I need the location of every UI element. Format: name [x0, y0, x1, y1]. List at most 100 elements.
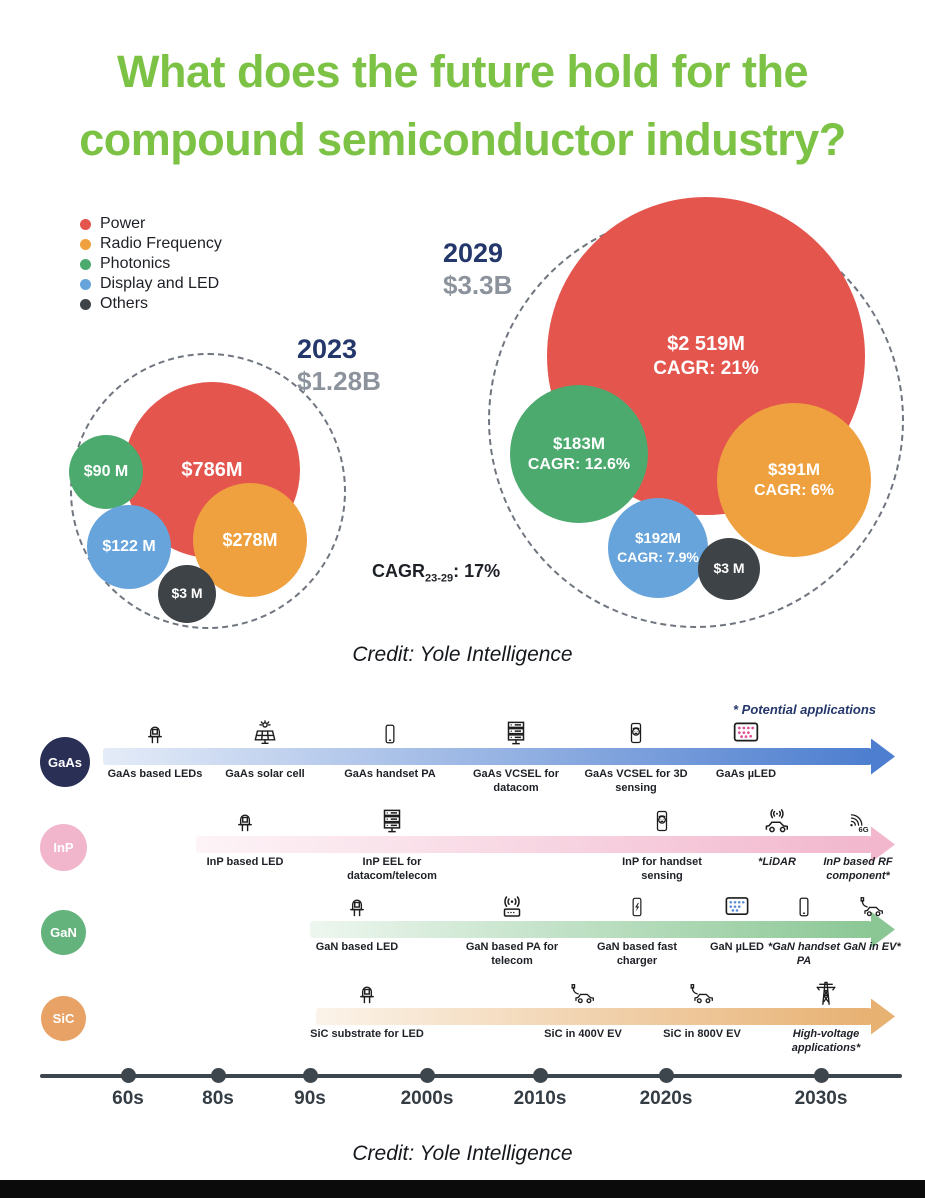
milestone-gan-based-fast-charger: GaN based fast charger	[579, 885, 695, 969]
timeline-arrow-gan	[310, 921, 872, 938]
axis-label-2030s: 2030s	[794, 1088, 848, 1109]
server-rack-icon	[377, 800, 407, 836]
milestone-gan-handset-pa: *GaN handset PA	[764, 885, 844, 969]
axis-label-2000s: 2000s	[400, 1088, 454, 1109]
milestone-label: SiC substrate for LED	[310, 1028, 424, 1040]
legend-color-dot	[80, 218, 91, 230]
antenna-icon	[497, 885, 527, 921]
milestone-sic-substrate-for-led: SiC substrate for LED	[309, 972, 425, 1041]
legend-label: Radio Frequency	[100, 235, 222, 252]
legend-label: Others	[100, 295, 149, 312]
phone-fast-charge-icon	[626, 885, 648, 921]
overall-cagr-note: CAGR23-29: 17%	[372, 561, 500, 585]
milestone-gan-based-pa-for-telecom: GaN based PA for telecom	[454, 885, 570, 969]
bubble-cluster-2023: $786M $90 M $122 M $278M $3 M	[69, 353, 346, 629]
smartphone-icon	[379, 712, 401, 748]
legend-label: Photonics	[100, 255, 171, 272]
micro-led-display-blue-icon	[717, 885, 757, 921]
car-lidar-icon	[760, 800, 794, 836]
axis-label-60s: 60s	[112, 1088, 144, 1109]
milestone-label: GaN in EV*	[843, 941, 901, 953]
bubble-2029-photonics: $183M CAGR: 12.6%	[510, 385, 648, 523]
bubble-value: $3 M	[171, 585, 203, 602]
milestone-label: GaAs µLED	[715, 768, 777, 780]
milestone-label: High-voltage applications*	[791, 1028, 861, 1055]
phone-3d-sensing-icon	[650, 800, 674, 836]
server-rack-icon	[501, 712, 531, 748]
cagr-prefix: CAGR	[372, 561, 425, 581]
material-badge-gan: GaN	[41, 910, 86, 955]
led-icon	[232, 800, 258, 836]
legend-item-power: Power	[80, 214, 222, 234]
milestone-high-voltage-applications: High-voltage applications*	[768, 972, 884, 1056]
total-2023: $1.28B	[297, 366, 381, 396]
milestone-label: SiC in 400V EV	[544, 1028, 622, 1040]
timeline-arrow-sic	[316, 1008, 872, 1025]
milestone-label: GaAs based LEDs	[107, 768, 203, 780]
milestone-label: GaAs VCSEL for 3D sensing	[584, 768, 688, 795]
year-2023: 2023	[297, 334, 358, 364]
milestone-gaas-handset-pa: GaAs handset PA	[332, 712, 448, 781]
legend-color-dot	[80, 258, 91, 270]
milestone-label: InP for handset sensing	[622, 856, 702, 883]
car-charging-icon	[566, 972, 600, 1008]
milestone-gan-in-ev: GaN in EV*	[836, 885, 908, 954]
bubble-cagr: CAGR: 21%	[653, 357, 759, 379]
legend-item-others: Others	[80, 294, 222, 314]
led-icon	[354, 972, 380, 1008]
legend-item-display-and-led: Display and LED	[80, 274, 222, 294]
bubble-value: $122 M	[102, 538, 156, 555]
bubble-cluster-2029: $2 519M CAGR: 21% $183M CAGR: 12.6% $391M CAG…	[488, 197, 904, 628]
legend-color-dot	[80, 278, 91, 290]
milestone-gan-based-led: GaN based LED	[299, 885, 415, 954]
chart-legend: Power Radio Frequency Photonics Display and…	[80, 214, 222, 314]
timeline-arrow-gaas	[103, 748, 872, 765]
material-badge-inp: InP	[40, 824, 87, 871]
bubble-cagr: CAGR: 12.6%	[527, 455, 631, 473]
timeline-arrow-inp	[196, 836, 872, 853]
material-badge-gaas: GaAs	[40, 737, 90, 787]
bubble-2029-radio-frequency: $391M CAGR: 6%	[717, 403, 871, 557]
smartphone-icon	[793, 885, 815, 921]
axis-dot-2000s	[419, 1068, 435, 1083]
milestone-inp-based-led: InP based LED	[187, 800, 303, 869]
credit-line-bottom: Credit: Yole Intelligence	[352, 1142, 573, 1165]
bubble-value: $2 519M	[667, 332, 745, 355]
milestone-label: GaN based PA for telecom	[465, 941, 559, 968]
title-line2: compound semiconductor industry?	[79, 113, 846, 165]
milestone-label: SiC in 800V EV	[663, 1028, 741, 1040]
bubble-2023-others: $3 M	[158, 565, 216, 623]
legend-item-photonics: Photonics	[80, 254, 222, 274]
milestone-label: *GaN handset PA	[767, 941, 841, 968]
milestone-inp-eel-for-datacom-telecom: InP EEL for datacom/telecom	[334, 800, 450, 884]
milestone-lidar: *LiDAR	[747, 800, 807, 869]
axis-dot-2020s	[658, 1068, 674, 1083]
total-2029: $3.3B	[443, 270, 513, 300]
milestone-gaas-led: GaAs µLED	[701, 712, 791, 781]
milestone-label: GaAs solar cell	[225, 768, 305, 780]
phone-3d-sensing-icon	[624, 712, 648, 748]
milestone-label: InP EEL for datacom/telecom	[347, 856, 437, 883]
page-title: What does the future hold for the compoun…	[0, 38, 925, 173]
legend-item-radio-frequency: Radio Frequency	[80, 234, 222, 254]
legend-label: Power	[100, 215, 146, 232]
bubble-value: $278M	[222, 529, 278, 550]
milestone-label: GaAs handset PA	[344, 768, 436, 780]
milestone-label: *LiDAR	[758, 856, 796, 868]
milestone-label: GaAs VCSEL for datacom	[473, 768, 559, 795]
milestone-sic-in-400v-ev: SiC in 400V EV	[525, 972, 641, 1041]
axis-dot-2010s	[532, 1068, 548, 1083]
axis-dot-60s	[120, 1068, 136, 1083]
bubble-2023-radio-frequency: $278M	[193, 483, 307, 597]
milestone-label: GaN based fast charger	[596, 941, 678, 968]
bubble-2029-others: $3 M	[698, 538, 760, 600]
car-charging-icon	[685, 972, 719, 1008]
bubble-2023-display-and-led: $122 M	[87, 505, 171, 589]
legend-label: Display and LED	[100, 275, 220, 292]
legend-color-dot	[80, 238, 91, 250]
bubble-value: $3 M	[713, 560, 745, 577]
cagr-suffix: : 17%	[453, 561, 501, 581]
milestone-label: GaN based LED	[315, 941, 399, 953]
car-charging-icon	[855, 885, 889, 921]
